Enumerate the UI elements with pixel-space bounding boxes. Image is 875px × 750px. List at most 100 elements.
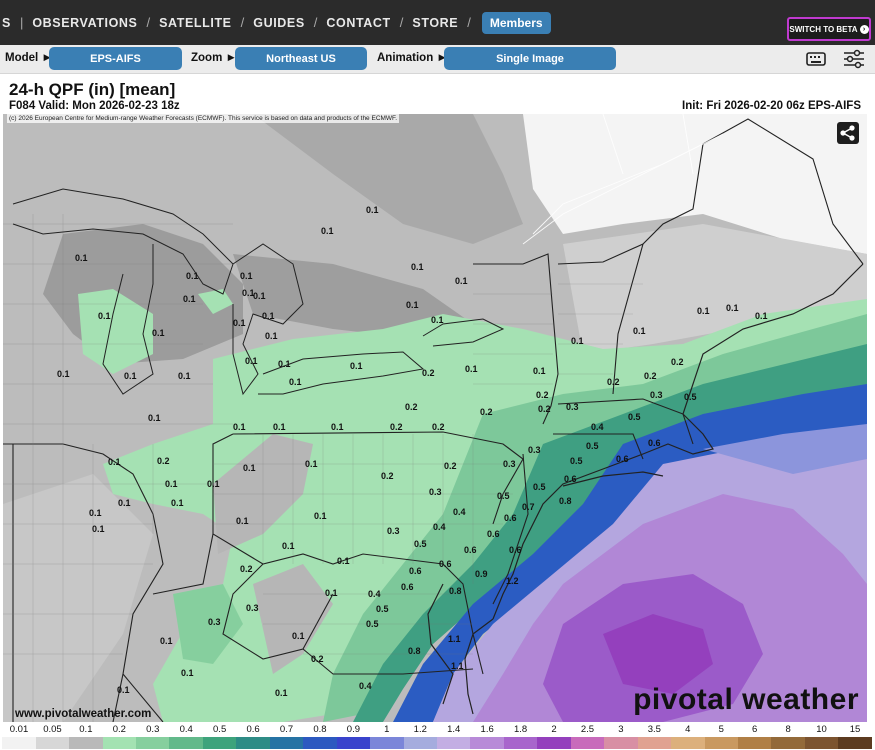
great-lakes	[12, 188, 505, 396]
contour-label: 0.1	[633, 326, 646, 336]
contour-label: 0.1	[455, 276, 468, 286]
legend-label: 1.4	[447, 724, 461, 735]
legend-label: 0.05	[43, 724, 62, 735]
contour-label: 0.8	[449, 586, 462, 596]
legend-swatch	[69, 737, 104, 749]
legend-label: 5	[718, 724, 724, 735]
contour-label: 0.2	[405, 402, 418, 412]
nav-item-maps[interactable]: S	[2, 15, 11, 30]
qpf-legend: 0.01 0.05 0.1 0.2 0.3 0.4 0.5 0.6 0.7 0.8 0.9 1 1.2 1…	[2, 722, 873, 750]
contour-label: 0.2	[432, 422, 445, 432]
legend-swatch	[704, 737, 739, 749]
contour-label: 0.1	[186, 271, 199, 281]
legend-swatch	[604, 737, 639, 749]
legend-label: 3	[618, 724, 624, 735]
zoom-label: Zoom ►	[191, 52, 237, 64]
nav-separator: /	[146, 15, 151, 30]
contour-label: 0.3	[503, 459, 516, 469]
contour-label: 0.8	[408, 646, 421, 656]
legend-label: 0.3	[146, 724, 160, 735]
contour-label: 0.1	[273, 422, 286, 432]
contour-label: 0.5	[497, 491, 510, 501]
contour-label: 0.3	[650, 390, 663, 400]
contour-label: 0.1	[183, 294, 196, 304]
legend-swatch	[370, 737, 405, 749]
contour-label: 0.1	[275, 688, 288, 698]
contour-label: 0.6	[401, 582, 414, 592]
contour-label: 1.1	[448, 634, 461, 644]
legend-swatch	[537, 737, 572, 749]
contour-label: 0.1	[262, 311, 275, 321]
legend-swatch	[804, 737, 839, 749]
coastline	[427, 263, 864, 715]
contour-label: 0.1	[697, 306, 710, 316]
settings-sliders-icon[interactable]	[843, 49, 865, 69]
members-button[interactable]: Members	[481, 11, 551, 34]
contour-label: 0.6	[564, 474, 577, 484]
nav-item-satellite[interactable]: SATELLITE	[159, 15, 232, 30]
map-canvas: 0.1 0.1 0.1 0.1 0.1 0.1 0.1 0.1 0.1 0.1 0.1 0.1 0.1 0…	[3, 114, 867, 722]
legend-swatch	[236, 737, 271, 749]
state-borders	[3, 118, 864, 722]
nav-item-contact[interactable]: CONTACT	[326, 15, 391, 30]
legend-label: 3.5	[647, 724, 661, 735]
init-time: Init: Fri 2026-02-20 06z EPS-AIFS	[682, 100, 861, 112]
legend-swatch	[437, 737, 471, 749]
nav-separator: /	[313, 15, 318, 30]
contour-label: 0.6	[409, 566, 422, 576]
legend-swatch	[136, 737, 170, 749]
contour-label: 0.1	[243, 463, 256, 473]
contour-label: 0.8	[559, 496, 572, 506]
share-button[interactable]	[837, 122, 859, 144]
contour-label: 0.1	[160, 636, 173, 646]
contour-label: 0.1	[289, 377, 302, 387]
legend-label: 0.5	[213, 724, 227, 735]
contour-label: 0.1	[242, 288, 255, 298]
contour-label: 0.6	[464, 545, 477, 555]
nav-item-store[interactable]: STORE	[412, 15, 459, 30]
legend-label: 0.6	[246, 724, 260, 735]
keyboard-icon[interactable]	[806, 51, 826, 67]
ecmwf-credit: (c) 2026 European Centre for Medium-rang…	[7, 114, 400, 123]
contour-label: 0.3	[246, 603, 259, 613]
animation-select[interactable]: Single Image	[444, 47, 616, 70]
contour-label: 0.1	[152, 328, 165, 338]
legend-swatch	[102, 737, 137, 749]
contour-label: 0.4	[368, 589, 381, 599]
legend-label: 1.6	[480, 724, 494, 735]
contour-label: 0.5	[628, 412, 641, 422]
contour-label: 0.1	[118, 498, 131, 508]
qpf-1-band-ocean	[703, 424, 867, 474]
switch-to-beta-button[interactable]: SWITCH TO BETA ›	[787, 17, 871, 41]
contour-label: 0.1	[207, 479, 220, 489]
model-select[interactable]: EPS-AIFS	[49, 47, 182, 70]
contour-label: 0.6	[439, 559, 452, 569]
contour-label: 0.1	[171, 498, 184, 508]
zoom-select[interactable]: Northeast US	[235, 47, 367, 70]
legend-label: 2.5	[580, 724, 595, 735]
contour-label: 0.5	[376, 604, 389, 614]
contour-label: 0.1	[406, 300, 419, 310]
nav-item-guides[interactable]: GUIDES	[253, 15, 305, 30]
top-nav: S | OBSERVATIONS / SATELLITE / GUIDES / …	[0, 0, 875, 45]
contour-label: 0.1	[253, 291, 266, 301]
contour-label: 0.1	[245, 356, 258, 366]
nav-separator: |	[19, 15, 24, 30]
contour-label: 0.1	[148, 413, 161, 423]
medium-gray-ontario	[253, 114, 523, 244]
contour-label: 0.3	[387, 526, 400, 536]
contour-label: 0.3	[528, 445, 541, 455]
contour-label: 0.1	[533, 366, 546, 376]
contour-label: 0.1	[726, 303, 739, 313]
contour-labels: 0.1 0.1 0.1 0.1 0.1 0.1 0.1 0.1 0.1 0.1 0.1 0.1 0.1 0…	[57, 205, 768, 698]
contour-label: 0.2	[607, 377, 620, 387]
contour-label: 0.3	[429, 487, 442, 497]
contour-label: 0.5	[414, 539, 427, 549]
legend-swatch	[771, 737, 806, 749]
qpf-0.2-michigan-north	[198, 289, 233, 314]
contour-label: 0.2	[444, 461, 457, 471]
contour-label: 0.2	[536, 390, 549, 400]
contour-label: 0.1	[233, 422, 246, 432]
nav-item-observations[interactable]: OBSERVATIONS	[32, 15, 138, 30]
legend-label: 0.4	[179, 724, 193, 735]
